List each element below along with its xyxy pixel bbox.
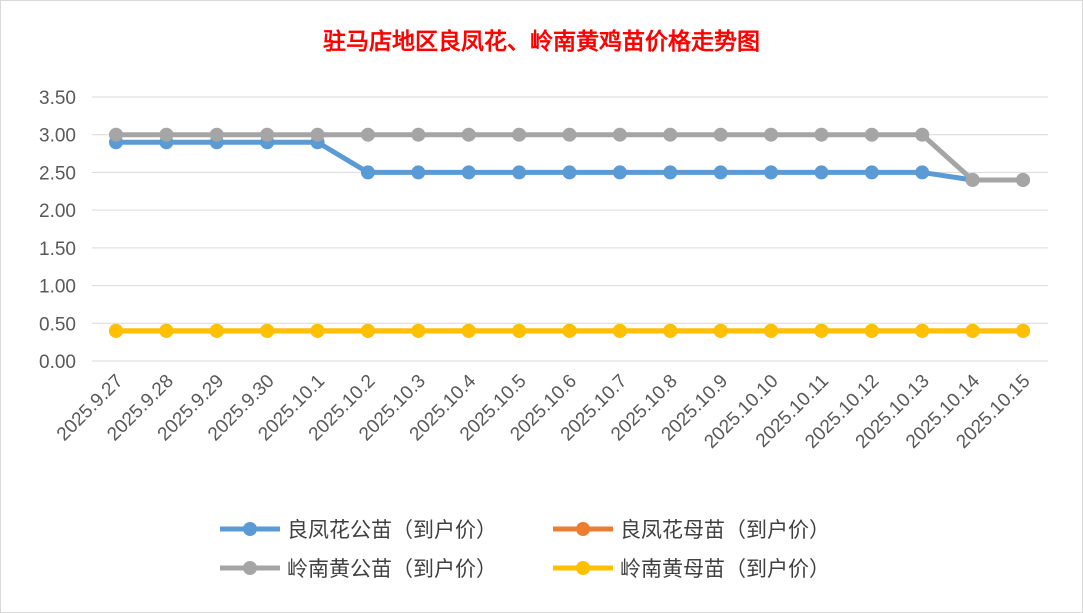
data-point <box>814 323 829 338</box>
legend-swatch-marker <box>243 561 257 575</box>
data-point <box>713 323 728 338</box>
data-point <box>109 127 123 142</box>
y-tick-label: 1.50 <box>39 239 76 260</box>
chart-title: 驻马店地区良凤花、岭南黄鸡苗价格走势图 <box>323 28 760 55</box>
data-point <box>360 127 375 142</box>
series-lines <box>109 127 1030 338</box>
legend-item: 岭南黄母苗（到户价） <box>553 557 830 581</box>
data-point <box>713 127 728 142</box>
data-point <box>864 127 879 142</box>
data-point <box>864 165 879 180</box>
data-point <box>562 127 577 142</box>
data-point <box>814 165 829 180</box>
data-point <box>663 323 678 338</box>
data-point <box>461 323 476 338</box>
data-point <box>663 127 678 142</box>
legend-label: 良凤花公苗（到户价） <box>287 518 497 542</box>
data-point <box>310 127 325 142</box>
legend-swatch-marker <box>243 522 257 536</box>
data-point <box>461 165 476 180</box>
data-point <box>965 323 980 338</box>
data-point <box>360 323 375 338</box>
y-tick-label: 3.50 <box>39 88 76 109</box>
data-point <box>310 323 325 338</box>
data-point <box>411 165 426 180</box>
data-point <box>612 323 627 338</box>
data-point <box>512 323 527 338</box>
y-tick-label: 2.50 <box>39 163 76 184</box>
data-point <box>764 323 779 338</box>
legend-label: 岭南黄母苗（到户价） <box>620 557 830 581</box>
y-axis-ticks: 0.00 0.50 1.00 1.50 2.00 2.50 3.00 3.50 <box>39 88 76 373</box>
data-point <box>1016 323 1030 338</box>
data-point <box>1016 172 1030 187</box>
data-point <box>713 165 728 180</box>
legend-swatch-marker <box>576 561 590 575</box>
data-point <box>360 165 375 180</box>
data-point <box>209 323 224 338</box>
y-tick-label: 3.00 <box>39 126 76 147</box>
data-point <box>159 323 174 338</box>
legend-swatch-marker <box>576 522 590 536</box>
legend-item: 岭南黄公苗（到户价） <box>220 557 497 581</box>
data-point <box>915 127 930 142</box>
data-point <box>915 323 930 338</box>
data-point <box>612 165 627 180</box>
legend-item: 良凤花母苗（到户价） <box>553 518 830 542</box>
y-tick-label: 0.00 <box>39 352 76 373</box>
data-point <box>159 127 174 142</box>
data-point <box>411 323 426 338</box>
data-point <box>764 127 779 142</box>
data-point <box>663 165 678 180</box>
data-point <box>562 323 577 338</box>
data-point <box>512 165 527 180</box>
data-point <box>209 127 224 142</box>
data-point <box>612 127 627 142</box>
data-point <box>260 323 275 338</box>
legend-label: 岭南黄公苗（到户价） <box>287 557 497 581</box>
data-point <box>562 165 577 180</box>
data-point <box>864 323 879 338</box>
data-point <box>260 127 275 142</box>
legend: 良凤花公苗（到户价） 良凤花母苗（到户价） 岭南黄公苗（到户价） 岭南黄母苗（到户价） <box>220 518 830 581</box>
x-axis-ticks: 2025.9.272025.9.282025.9.292025.9.302025… <box>53 370 1035 452</box>
y-tick-label: 1.00 <box>39 277 76 298</box>
legend-item: 良凤花公苗（到户价） <box>220 518 497 542</box>
data-point <box>411 127 426 142</box>
legend-label: 良凤花母苗（到户价） <box>620 518 830 542</box>
data-point <box>814 127 829 142</box>
data-point <box>764 165 779 180</box>
data-point <box>461 127 476 142</box>
data-point <box>915 165 930 180</box>
data-point <box>109 323 123 338</box>
data-point <box>965 172 980 187</box>
y-tick-label: 2.00 <box>39 201 76 222</box>
y-tick-label: 0.50 <box>39 314 76 335</box>
data-point <box>512 127 527 142</box>
